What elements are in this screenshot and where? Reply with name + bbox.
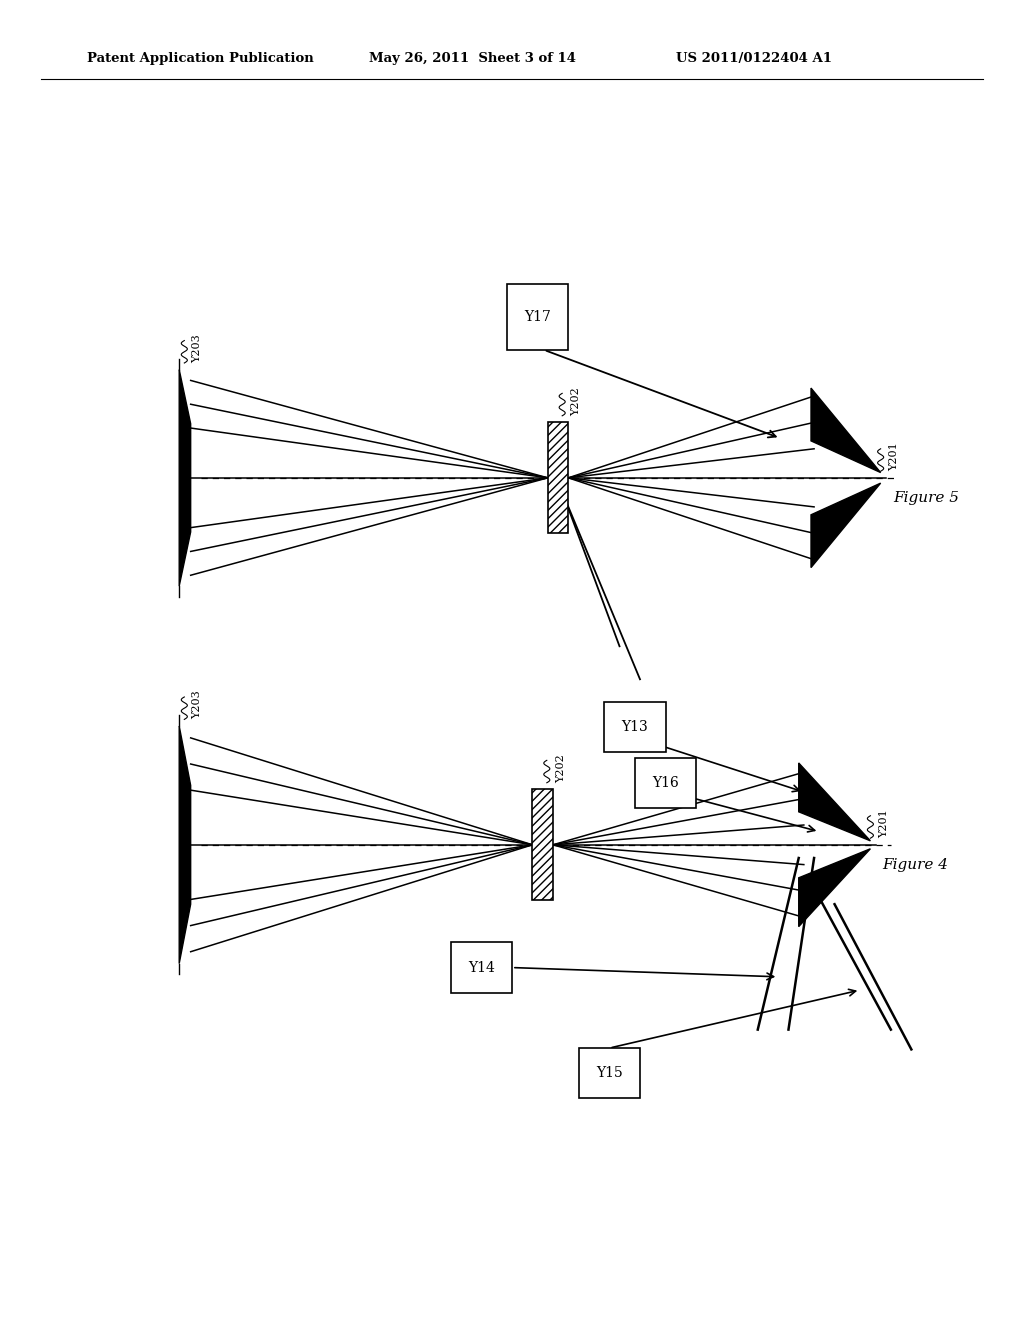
Bar — [604, 702, 666, 752]
Text: Y14: Y14 — [468, 961, 495, 974]
Text: Y203: Y203 — [193, 690, 203, 719]
Text: Figure 5: Figure 5 — [893, 491, 958, 506]
Polygon shape — [179, 726, 190, 964]
Text: Y202: Y202 — [571, 387, 582, 416]
Bar — [548, 422, 568, 533]
Bar — [507, 284, 568, 350]
Text: Y17: Y17 — [524, 310, 551, 323]
Text: Y16: Y16 — [652, 776, 679, 789]
Polygon shape — [179, 370, 190, 586]
Text: May 26, 2011  Sheet 3 of 14: May 26, 2011 Sheet 3 of 14 — [369, 51, 575, 65]
Text: Y15: Y15 — [596, 1067, 623, 1080]
Bar — [532, 789, 553, 900]
Text: Y202: Y202 — [556, 754, 566, 783]
Text: Patent Application Publication: Patent Application Publication — [87, 51, 313, 65]
Text: Figure 4: Figure 4 — [883, 858, 948, 873]
Bar — [532, 789, 553, 900]
Polygon shape — [799, 763, 870, 841]
Text: Y203: Y203 — [193, 334, 203, 363]
Text: US 2011/0122404 A1: US 2011/0122404 A1 — [676, 51, 831, 65]
Polygon shape — [811, 388, 881, 473]
Bar — [579, 1048, 640, 1098]
Text: Y201: Y201 — [879, 809, 889, 838]
Bar — [451, 942, 512, 993]
Text: Y201: Y201 — [889, 442, 899, 471]
Bar — [548, 422, 568, 533]
Bar — [635, 758, 696, 808]
Polygon shape — [811, 483, 881, 568]
Polygon shape — [799, 849, 870, 927]
Text: Y13: Y13 — [622, 721, 648, 734]
